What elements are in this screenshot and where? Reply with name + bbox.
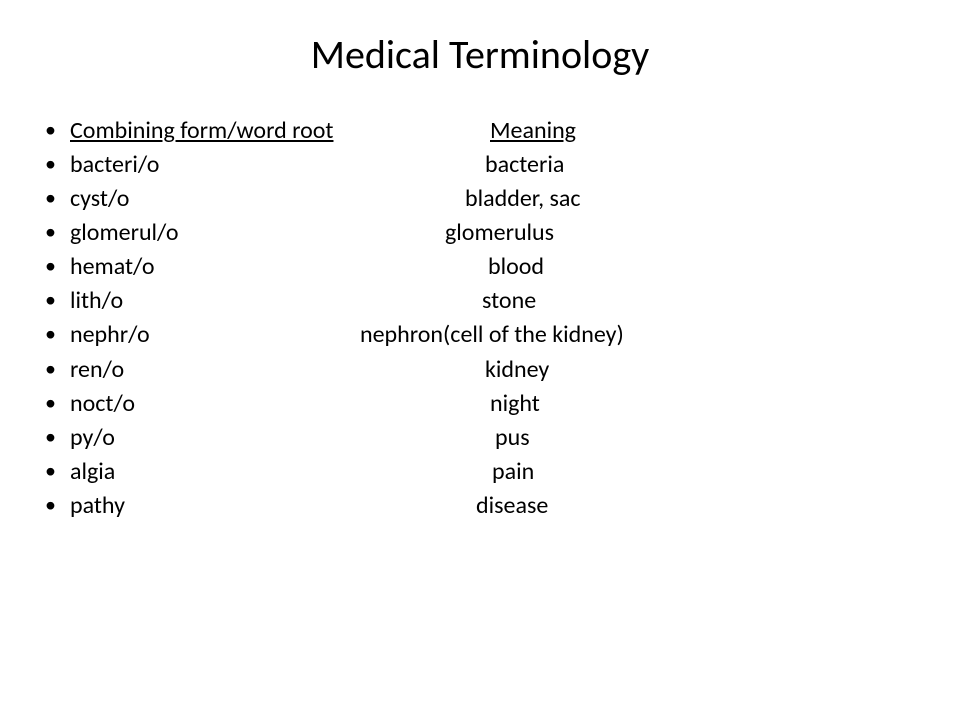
meaning-text: bladder, sac bbox=[465, 182, 581, 216]
list-item: algia pain bbox=[45, 455, 960, 489]
header-term-label: Combining form/word root bbox=[70, 114, 490, 148]
meaning-text: stone bbox=[482, 284, 536, 318]
list-item: glomerul/o glomerulus bbox=[45, 216, 960, 250]
term-text: algia bbox=[70, 455, 492, 489]
meaning-text: pus bbox=[495, 421, 530, 455]
term-text: noct/o bbox=[70, 387, 490, 421]
term-text: cyst/o bbox=[70, 182, 465, 216]
slide-title: Medical Terminology bbox=[0, 30, 960, 79]
list-item: noct/o night bbox=[45, 387, 960, 421]
term-text: nephr/o bbox=[70, 318, 360, 352]
term-text: pathy bbox=[70, 489, 476, 523]
meaning-text: night bbox=[490, 387, 540, 421]
list-item: bacteri/o bacteria bbox=[45, 148, 960, 182]
header-meaning-label: Meaning bbox=[490, 114, 576, 148]
term-text: glomerul/o bbox=[70, 216, 445, 250]
term-text: ren/o bbox=[70, 353, 485, 387]
term-text: lith/o bbox=[70, 284, 482, 318]
list-item: ren/o kidney bbox=[45, 353, 960, 387]
term-text: hemat/o bbox=[70, 250, 488, 284]
list-item: cyst/o bladder, sac bbox=[45, 182, 960, 216]
list-item: nephr/o nephron(cell of the kidney) bbox=[45, 318, 960, 352]
meaning-text: nephron(cell of the kidney) bbox=[360, 318, 624, 352]
list-header-row: Combining form/word root Meaning bbox=[45, 114, 960, 148]
meaning-text: kidney bbox=[485, 353, 549, 387]
meaning-text: disease bbox=[476, 489, 548, 523]
list-item: pathy disease bbox=[45, 489, 960, 523]
term-text: bacteri/o bbox=[70, 148, 485, 182]
terminology-list: Combining form/word root Meaning bacteri… bbox=[0, 114, 960, 523]
meaning-text: glomerulus bbox=[445, 216, 554, 250]
list-item: hemat/o blood bbox=[45, 250, 960, 284]
meaning-text: blood bbox=[488, 250, 544, 284]
term-text: py/o bbox=[70, 421, 495, 455]
list-item: lith/o stone bbox=[45, 284, 960, 318]
meaning-text: bacteria bbox=[485, 148, 564, 182]
list-item: py/o pus bbox=[45, 421, 960, 455]
meaning-text: pain bbox=[492, 455, 534, 489]
